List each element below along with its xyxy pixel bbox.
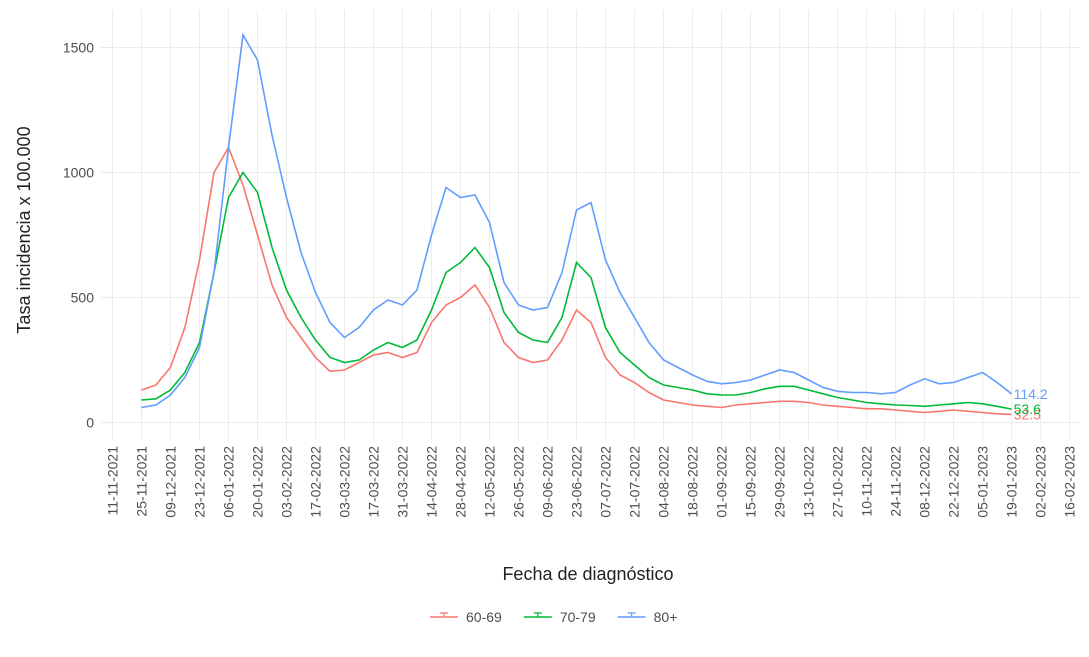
end-label: 53.6 xyxy=(1014,401,1041,417)
x-tick-label: 27-10-2022 xyxy=(830,446,846,518)
x-tick-label: 10-11-2022 xyxy=(859,446,875,517)
series-line xyxy=(141,145,1012,416)
x-tick-label: 29-09-2022 xyxy=(772,446,788,518)
x-tick-label: 07-07-2022 xyxy=(598,446,614,518)
legend-glyph xyxy=(440,612,448,617)
end-label: 32.5 xyxy=(1014,406,1041,422)
x-tick-label: 20-01-2022 xyxy=(249,446,265,518)
series-line xyxy=(141,171,1012,410)
x-tick-label: 01-09-2022 xyxy=(714,446,730,518)
x-tick-label: 18-08-2022 xyxy=(685,446,701,518)
x-tick-label: 22-12-2022 xyxy=(946,446,962,518)
x-tick-label: 03-02-2022 xyxy=(278,446,294,518)
y-tick-label: 1500 xyxy=(63,40,94,56)
x-tick-label: 12-05-2022 xyxy=(482,446,498,518)
x-tick-label: 25-11-2021 xyxy=(133,446,149,517)
y-tick-label: 1000 xyxy=(63,165,94,181)
x-tick-label: 02-02-2023 xyxy=(1033,446,1049,518)
end-label: 114.2 xyxy=(1014,386,1048,402)
x-tick-label: 23-12-2021 xyxy=(191,446,207,518)
x-tick-label: 03-03-2022 xyxy=(336,446,352,518)
x-tick-label: 06-01-2022 xyxy=(220,446,236,518)
x-tick-label: 11-11-2021 xyxy=(104,446,120,516)
x-tick-label: 19-01-2023 xyxy=(1004,446,1020,518)
x-tick-label: 21-07-2022 xyxy=(627,446,643,518)
x-tick-label: 14-04-2022 xyxy=(424,446,440,518)
x-tick-label: 05-01-2023 xyxy=(975,446,991,518)
series-line xyxy=(141,32,1013,409)
y-axis-title: Tasa incidencia x 100.000 xyxy=(14,126,34,333)
legend-label: 70-79 xyxy=(560,609,596,625)
y-tick-label: 500 xyxy=(71,290,95,306)
y-tick-label: 0 xyxy=(86,415,94,431)
legend-glyph xyxy=(533,612,542,617)
x-tick-label: 15-09-2022 xyxy=(743,446,759,518)
x-tick-label: 17-03-2022 xyxy=(365,446,381,518)
x-tick-label: 08-12-2022 xyxy=(917,446,933,518)
legend-glyph xyxy=(627,612,636,617)
x-tick-label: 31-03-2022 xyxy=(394,446,410,518)
x-tick-label: 04-08-2022 xyxy=(656,446,672,518)
legend-label: 80+ xyxy=(654,609,678,625)
grid xyxy=(100,10,1080,440)
x-axis-title: Fecha de diagnóstico xyxy=(502,564,673,584)
x-tick-label: 24-11-2022 xyxy=(888,446,904,517)
x-tick-label: 23-06-2022 xyxy=(569,446,585,518)
x-tick-label: 17-02-2022 xyxy=(307,446,323,518)
x-tick-label: 26-05-2022 xyxy=(511,446,527,518)
legend-label: 60-69 xyxy=(466,609,502,625)
x-tick-label: 09-12-2021 xyxy=(162,446,178,518)
x-tick-label: 09-06-2022 xyxy=(540,446,556,518)
x-tick-label: 28-04-2022 xyxy=(453,446,469,518)
x-tick-label: 16-02-2023 xyxy=(1062,446,1078,518)
x-tick-label: 13-10-2022 xyxy=(801,446,817,518)
